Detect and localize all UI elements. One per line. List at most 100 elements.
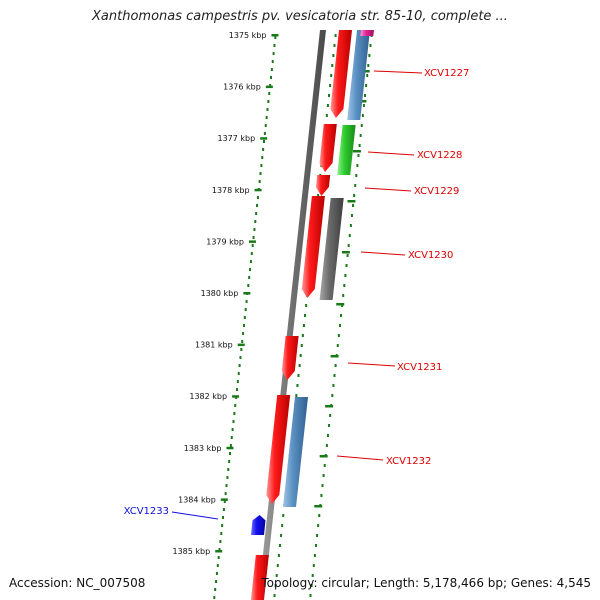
ruler-tick (237, 343, 245, 347)
ruler-dot (258, 180, 261, 183)
gene-label-leader (367, 151, 415, 156)
gene-arrow-xcv1227[interactable] (330, 30, 352, 118)
gene-label-xcv1228[interactable]: XCV1228 (417, 150, 462, 161)
track-edge-tick (352, 150, 361, 153)
ruler-dot (248, 276, 251, 279)
track-edge-dot (365, 84, 368, 87)
ruler-dot (214, 588, 217, 591)
track-edge-dot (355, 174, 358, 177)
ruler-dot (239, 356, 242, 359)
ruler-dot (266, 108, 269, 111)
ruler-dot (253, 228, 256, 231)
track-edge-dot (350, 214, 353, 217)
ruler-dot (242, 324, 245, 327)
track-edge-dot (356, 164, 359, 167)
track-edge-dot (349, 224, 352, 227)
ruler-dot (265, 116, 268, 119)
gene-arrow-xcv1230[interactable] (301, 196, 325, 298)
ruler-dot (272, 52, 275, 55)
track-edge-dot (343, 284, 346, 287)
ruler-dot (252, 236, 255, 239)
ruler-dot (216, 564, 219, 567)
ruler-tick (220, 498, 228, 501)
ruler-dot (222, 508, 225, 511)
kbp-ruler: 1375 kbp 1376 kbp 1377 kbp 1378 kbp 1379 kbp… (173, 31, 279, 599)
ruler-dot (249, 260, 252, 263)
track-edge-dot (276, 564, 279, 567)
ruler-tick (232, 395, 240, 398)
track-edge-dot (348, 234, 351, 237)
ruler-dot (256, 204, 259, 207)
track-edge-dot (300, 344, 303, 347)
gene-block-xcv1228[interactable] (337, 125, 356, 175)
ruler-dot (249, 268, 252, 271)
ruler-dot (259, 172, 262, 175)
track-edge-dot (282, 514, 285, 517)
gene-block-lower[interactable] (250, 555, 269, 600)
gene-block-xcv1232[interactable] (283, 397, 308, 507)
track-edge-dot (367, 64, 370, 67)
gene-block-xcv1230[interactable] (319, 198, 344, 300)
gene-arrow-xcv1233[interactable] (251, 515, 266, 535)
ruler-dot (269, 84, 272, 87)
track-edge-dot (320, 494, 323, 497)
track-edge-dot (321, 484, 324, 487)
ruler-dot (273, 44, 276, 47)
track-edge-dot (353, 194, 356, 197)
track-edge-dot (330, 74, 333, 77)
track-edge-dot (309, 594, 312, 597)
track-edge-dot (302, 324, 305, 327)
track-edge-dot (274, 584, 277, 587)
track-edge-dot (316, 534, 319, 537)
track-edge-dot (357, 154, 360, 157)
track-edge-dot (310, 584, 313, 587)
ruler-dot (274, 36, 277, 39)
gene-labels: XCV1227 XCV1228 XCV1229 XCV1230 XCV1231 XCV12… (124, 68, 469, 520)
gene-label-xcv1229[interactable]: XCV1229 (414, 186, 459, 197)
ruler-dot (224, 492, 227, 495)
track-edge-dot (366, 74, 369, 77)
ruler-tick-label: 1377 kbp (218, 134, 256, 143)
gene-arrow-xcv1231[interactable] (281, 336, 299, 380)
track-edge-dot (298, 364, 301, 367)
ruler-dot (267, 100, 270, 103)
ruler-dot (243, 316, 246, 319)
accession-text: Accession: NC_007508 (9, 576, 146, 590)
track-edge-dot (314, 544, 317, 547)
ruler-dot (231, 428, 234, 431)
ruler-dot (229, 444, 232, 447)
track-edge-dot (345, 264, 348, 267)
gene-block-magenta[interactable] (360, 30, 374, 36)
gene-label-xcv1227[interactable]: XCV1227 (424, 68, 469, 79)
track-edge-dot (280, 534, 283, 537)
ruler-tick (226, 446, 234, 450)
gene-label-xcv1232[interactable]: XCV1232 (386, 456, 431, 467)
track-edge-dot (325, 114, 328, 117)
ruler-dot (232, 420, 235, 423)
gene-block-xcv1227[interactable] (347, 30, 370, 120)
track-edge-dot (333, 374, 336, 377)
gene-arrow-xcv1232[interactable] (266, 395, 291, 504)
track-edge-dot (331, 64, 334, 67)
gene-label-xcv1233[interactable]: XCV1233 (124, 506, 169, 517)
track-edge-dot (328, 94, 331, 97)
gene-arrow-xcv1228[interactable] (319, 124, 337, 172)
track-edge-dot (295, 394, 298, 397)
ruler-dot (227, 468, 230, 471)
gene-label-xcv1231[interactable]: XCV1231 (397, 362, 442, 373)
track-edge-dot (313, 554, 316, 557)
ruler-dot (245, 300, 248, 303)
topology-summary: Topology: circular; Length: 5,178,466 bp… (261, 576, 591, 590)
track-edge-dot (352, 204, 355, 207)
ruler-dot (223, 500, 226, 503)
track-edge-dot (317, 524, 320, 527)
gene-arrow-xcv1229[interactable] (315, 175, 331, 196)
track-edge-dot (346, 254, 349, 257)
track-edge-dot (342, 294, 345, 297)
ruler-tick (260, 137, 268, 140)
track-edge-dot (334, 34, 337, 37)
track-edge-tick (319, 455, 328, 458)
ruler-tick (271, 34, 279, 37)
track-edge-tick (336, 303, 345, 306)
gene-label-xcv1230[interactable]: XCV1230 (408, 250, 453, 261)
